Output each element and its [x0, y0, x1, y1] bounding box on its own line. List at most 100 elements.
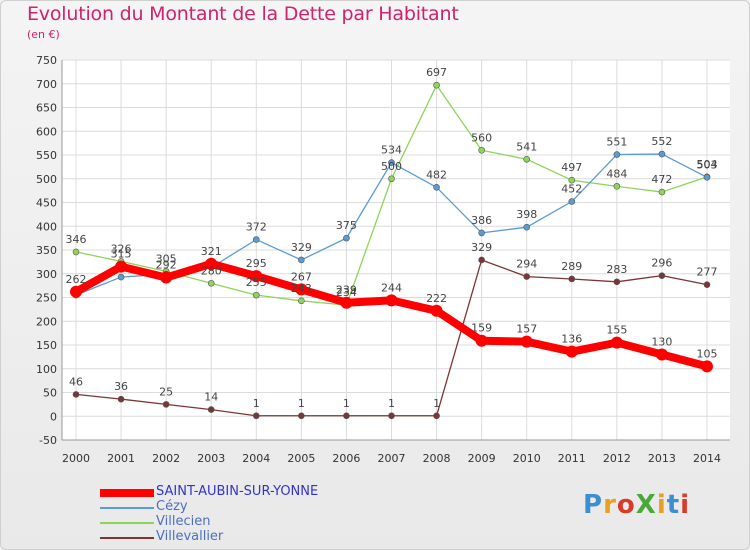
data-point	[523, 155, 531, 163]
data-point	[388, 175, 395, 183]
data-label: 1	[433, 397, 440, 410]
data-label: 296	[651, 257, 672, 270]
data-point	[703, 174, 711, 181]
x-tick-label: 2001	[107, 452, 135, 465]
y-tick-label: 350	[36, 244, 57, 257]
data-point	[295, 283, 308, 296]
data-point	[117, 273, 125, 281]
chart-unit-label: (en €)	[27, 28, 60, 41]
data-point	[475, 334, 488, 347]
data-label: 1	[343, 397, 350, 410]
data-label: 157	[516, 323, 537, 336]
legend-label: Villecien	[156, 514, 211, 529]
y-tick-label: 200	[36, 315, 57, 328]
data-point	[610, 336, 623, 349]
data-label: 329	[471, 241, 492, 254]
x-tick-label: 2005	[287, 452, 315, 465]
data-label: 295	[246, 257, 267, 270]
y-tick-label: 300	[36, 268, 57, 281]
data-point	[658, 150, 666, 158]
data-label: 503	[697, 158, 718, 171]
data-label: 386	[471, 214, 492, 227]
y-tick-label: 400	[36, 220, 57, 233]
legend-label: SAINT-AUBIN-SUR-YONNE	[156, 484, 319, 499]
chart-title: Evolution du Montant de la Dette par Hab…	[27, 3, 459, 25]
y-tick-label: 650	[36, 102, 57, 115]
data-point	[298, 412, 305, 420]
y-tick-label: 500	[36, 173, 57, 186]
data-label: 375	[336, 219, 357, 232]
logo-letter: t	[666, 490, 681, 520]
y-tick-label: 250	[36, 292, 57, 305]
data-point	[478, 256, 485, 264]
x-tick-label: 2013	[648, 452, 676, 465]
y-tick-label: 550	[36, 149, 57, 162]
data-label: 267	[291, 270, 312, 283]
legend-swatch	[100, 522, 154, 524]
data-point	[117, 395, 125, 403]
data-point	[207, 279, 215, 287]
data-label: 534	[381, 144, 402, 157]
data-label: 452	[561, 183, 582, 196]
x-tick-label: 2008	[423, 452, 451, 465]
data-label: 551	[606, 136, 627, 149]
data-point	[72, 248, 80, 256]
y-tick-label: -50	[39, 434, 57, 447]
x-tick-label: 2010	[513, 452, 541, 465]
legend-swatch	[100, 489, 154, 497]
data-label: 560	[471, 131, 492, 144]
data-point	[658, 272, 666, 279]
y-tick-label: 600	[36, 125, 57, 138]
data-label: 280	[201, 264, 222, 277]
data-point	[343, 412, 350, 420]
data-point	[433, 412, 440, 420]
x-tick-label: 2009	[468, 452, 496, 465]
x-tick-label: 2012	[603, 452, 631, 465]
data-label: 255	[246, 276, 267, 289]
data-point	[430, 304, 443, 317]
data-label: 484	[606, 167, 627, 180]
data-label: 244	[381, 281, 402, 294]
x-tick-label: 2003	[197, 452, 225, 465]
data-point	[252, 412, 260, 420]
logo-letter: o	[616, 490, 636, 520]
logo-letter: r	[603, 490, 617, 520]
x-tick-label: 2006	[332, 452, 360, 465]
data-point	[658, 188, 666, 196]
data-point	[613, 151, 621, 158]
data-label: 262	[66, 273, 87, 286]
x-tick-label: 2000	[62, 452, 90, 465]
data-label: 277	[697, 266, 718, 279]
data-point	[613, 183, 621, 190]
data-label: 243	[291, 282, 312, 295]
data-label: 14	[204, 391, 218, 404]
data-label: 500	[381, 160, 402, 173]
data-point	[655, 348, 668, 361]
data-label: 155	[606, 324, 627, 337]
data-point	[252, 236, 260, 243]
data-point	[478, 229, 485, 237]
y-tick-label: 50	[43, 387, 57, 400]
data-point	[162, 401, 170, 408]
data-label: 1	[298, 397, 305, 410]
data-label: 541	[516, 140, 537, 153]
data-label: 222	[426, 292, 447, 305]
data-label: 504	[697, 158, 718, 171]
data-label: 482	[426, 168, 447, 181]
data-label: 239	[336, 284, 357, 297]
data-point	[70, 285, 82, 298]
data-point	[523, 223, 531, 231]
y-tick-label: 750	[36, 54, 57, 67]
data-label: 25	[159, 385, 173, 398]
data-label: 234	[336, 286, 357, 299]
data-point	[340, 296, 353, 309]
data-label: 497	[561, 161, 582, 174]
data-label: 105	[697, 347, 718, 360]
data-label: 36	[114, 380, 128, 393]
y-tick-label: 100	[36, 363, 57, 376]
legend-swatch	[100, 537, 154, 539]
data-label: 346	[66, 233, 87, 246]
data-label: 472	[651, 173, 672, 186]
logo-letter: P	[583, 490, 604, 520]
